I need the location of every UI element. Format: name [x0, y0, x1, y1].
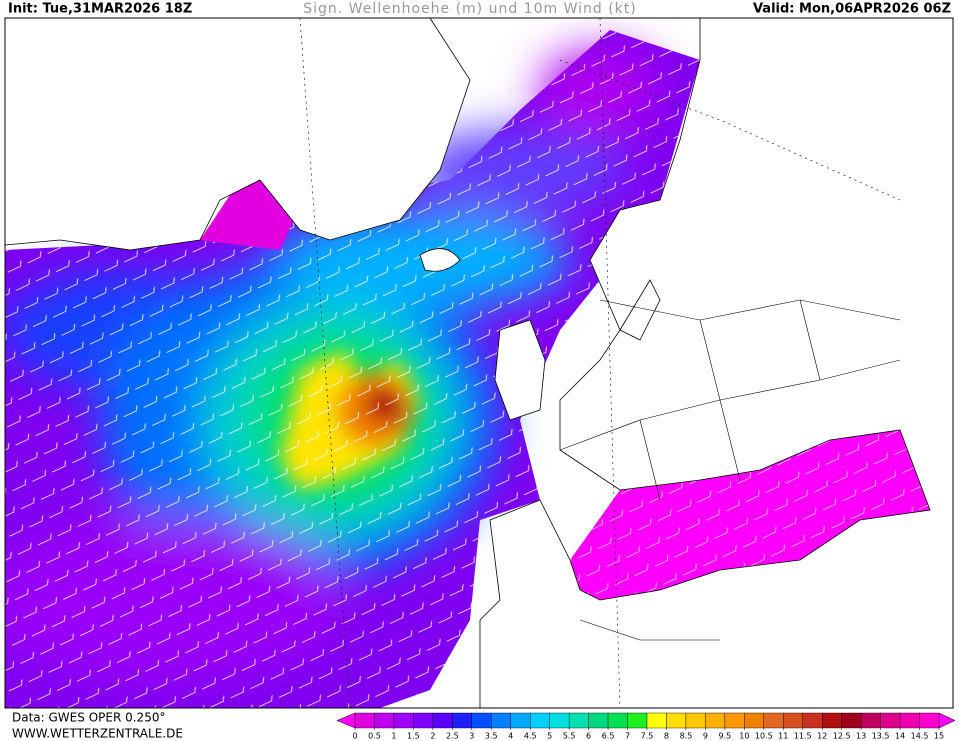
colorbar-label: 13.5	[872, 732, 890, 741]
colorbar-swatch	[354, 712, 375, 729]
colorbar-swatch	[646, 712, 667, 729]
land	[5, 18, 953, 708]
colorbar-label: 3	[469, 732, 474, 741]
graticule	[299, 18, 901, 708]
colorbar-label: 9	[703, 732, 708, 741]
colorbar-label: 8.5	[680, 732, 693, 741]
colorbar-label: 11	[778, 732, 788, 741]
colorbar-label: 5.5	[563, 732, 576, 741]
colorbar-label: 9.5	[718, 732, 731, 741]
colorbar-swatch	[510, 712, 531, 729]
colorbar-label: 4.5	[524, 732, 537, 741]
colorbar-label: 3.5	[485, 732, 498, 741]
colorbar-swatch	[860, 712, 881, 729]
map-area	[5, 18, 953, 708]
colorbar-swatch	[666, 712, 687, 729]
wave-field	[5, 30, 930, 708]
europe	[479, 18, 953, 708]
colorbar-label: 14	[895, 732, 905, 741]
map-frame	[4, 17, 954, 709]
colorbar-swatch	[744, 712, 764, 729]
colorbar-label: 10	[739, 732, 749, 741]
colorbar-label: 6	[586, 732, 591, 741]
website: WWW.WETTERZENTRALE.DE	[12, 727, 183, 741]
colorbar-swatch	[899, 712, 920, 729]
colorbar-label: 1.5	[407, 732, 420, 741]
colorbar-swatch	[841, 712, 862, 729]
colorbar-label: 2.5	[446, 732, 459, 741]
colorbar-swatch	[530, 712, 550, 729]
colorbar: 0 0.5 1 1.5 2 2.5 3 3.5 4 4.5 5 5.5 6 6.5 7 7.5 8 8.5 9 9.5…	[336, 712, 956, 741]
colorbar-swatch	[393, 712, 414, 729]
colorbar-swatch	[568, 712, 589, 729]
colorbar-swatch	[783, 712, 803, 729]
colorbar-under	[336, 712, 356, 729]
colorbar-swatch	[452, 712, 473, 729]
colorbar-swatch	[802, 712, 823, 729]
colorbar-swatch	[588, 712, 609, 729]
country-borders	[559, 299, 901, 641]
colorbar-swatch	[607, 712, 628, 729]
colorbar-swatch	[627, 712, 648, 729]
colorbar-swatch	[919, 712, 940, 729]
colorbar-swatch	[763, 712, 784, 729]
colorbar-label: 5	[547, 732, 552, 741]
colorbar-label: 4	[508, 732, 513, 741]
colorbar-swatch	[724, 712, 745, 729]
greenland-canada	[5, 18, 471, 251]
colorbar-label: 7.5	[641, 732, 654, 741]
colorbar-label: 12.5	[833, 732, 851, 741]
colorbar-label: 12	[817, 732, 827, 741]
colorbar-swatch	[413, 712, 434, 729]
colorbar-label: 0.5	[368, 732, 381, 741]
colorbar-label: 10.5	[755, 732, 773, 741]
colorbar-label: 1	[391, 732, 396, 741]
colorbar-swatch	[685, 712, 706, 729]
iceland	[419, 248, 461, 272]
colorbar-label: 0	[352, 732, 357, 741]
colorbar-over	[938, 712, 956, 729]
colorbar-swatch	[705, 712, 726, 729]
colorbar-label: 6.5	[602, 732, 615, 741]
colorbar-label: 14.5	[911, 732, 929, 741]
colorbar-label: 11.5	[794, 732, 812, 741]
colorbar-swatch	[549, 712, 570, 729]
colorbar-label: 8	[664, 732, 669, 741]
colorbar-label: 2	[430, 732, 435, 741]
init-time: Init: Tue,31MAR2026 18Z	[8, 2, 192, 17]
data-source: Data: GWES OPER 0.250°	[12, 711, 165, 725]
colorbar-swatch	[471, 712, 492, 729]
colorbar-swatch	[432, 712, 453, 729]
valid-time: Valid: Mon,06APR2026 06Z	[753, 2, 951, 17]
colorbar-label: 13	[856, 732, 866, 741]
denmark	[619, 279, 661, 341]
colorbar-label: 15	[934, 732, 944, 741]
map-title: Sign. Wellenhoehe (m) und 10m Wind (kt)	[303, 1, 636, 17]
colorbar-swatch	[374, 712, 395, 729]
colorbar-swatch	[822, 712, 842, 729]
colorbar-label: 7	[625, 732, 630, 741]
colorbar-swatch	[491, 712, 511, 729]
british-isles	[494, 319, 546, 421]
colorbar-swatch	[880, 712, 901, 729]
